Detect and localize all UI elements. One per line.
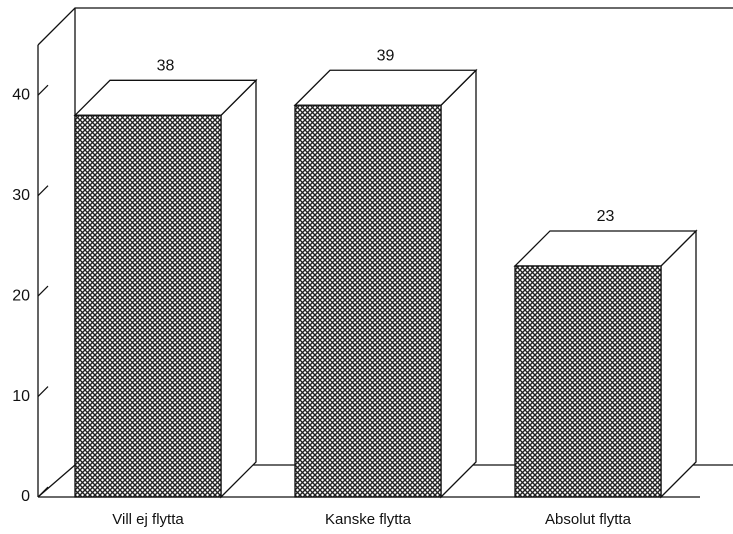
- bar: [294, 104, 442, 498]
- value-label: 23: [597, 208, 615, 225]
- y-tick: [37, 285, 49, 297]
- y-tick-label: 30: [12, 187, 30, 204]
- y-tick: [37, 84, 49, 96]
- y-tick-label: 40: [12, 86, 30, 103]
- y-tick-label: 20: [12, 287, 30, 304]
- y-tick-label: 0: [21, 488, 30, 505]
- y-tick: [37, 185, 49, 197]
- x-tick-label: Kanske flytta: [325, 511, 412, 528]
- y-tick: [37, 486, 49, 498]
- bar-side: [220, 78, 257, 499]
- y-tick: [37, 386, 49, 397]
- bar-side: [440, 68, 477, 499]
- bar: [514, 265, 662, 498]
- bar-side: [660, 229, 697, 499]
- y-tick-label: 10: [12, 388, 30, 405]
- value-label: 39: [377, 47, 395, 64]
- x-tick-label: Vill ej flytta: [112, 511, 184, 528]
- x-tick-label: Absolut flytta: [545, 511, 632, 528]
- bar: [74, 114, 222, 498]
- value-label: 38: [157, 58, 175, 75]
